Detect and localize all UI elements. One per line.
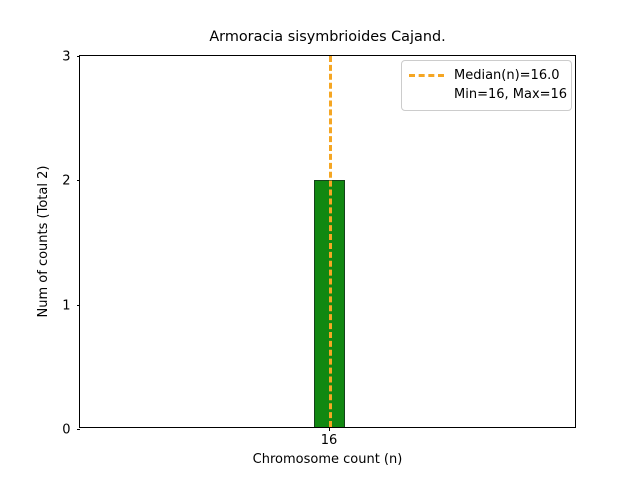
legend-label-median: Median(n)=16.0 [454, 67, 560, 83]
y-tick-label-0: 0 [62, 422, 71, 438]
y-tick-mark-1: 1 [62, 299, 80, 312]
x-tick-mark-0 [329, 427, 330, 431]
y-tick-label-2: 2 [62, 173, 71, 189]
y-tick-mark-0: 0 [62, 424, 80, 437]
legend-entry-minmax: Min=16, Max=16 [409, 85, 568, 104]
y-tick-label-1: 1 [62, 298, 71, 314]
y-tick-label-3: 3 [62, 49, 71, 65]
chart-title: Armoracia sisymbrioides Cajand. [209, 29, 446, 45]
dashed-line-icon [409, 69, 444, 83]
y-tick-mark-3: 3 [62, 51, 80, 64]
plot-data-region [80, 56, 575, 427]
legend-label-minmax: Min=16, Max=16 [454, 86, 568, 102]
y-axis-label: Num of counts (Total 2) [36, 165, 51, 318]
x-axis-label: Chromosome count (n) [252, 452, 403, 467]
x-tick-label-0: 16 [320, 433, 338, 448]
plot-area: 0 1 2 3 16 [62, 51, 576, 448]
median-line [329, 56, 332, 427]
y-tick-mark-2: 2 [62, 175, 80, 188]
y-axis-ticks: 0 1 2 3 [62, 51, 575, 437]
legend-entry-median: Median(n)=16.0 [409, 66, 564, 85]
legend-box: Median(n)=16.0 Min=16, Max=16 [401, 60, 572, 111]
